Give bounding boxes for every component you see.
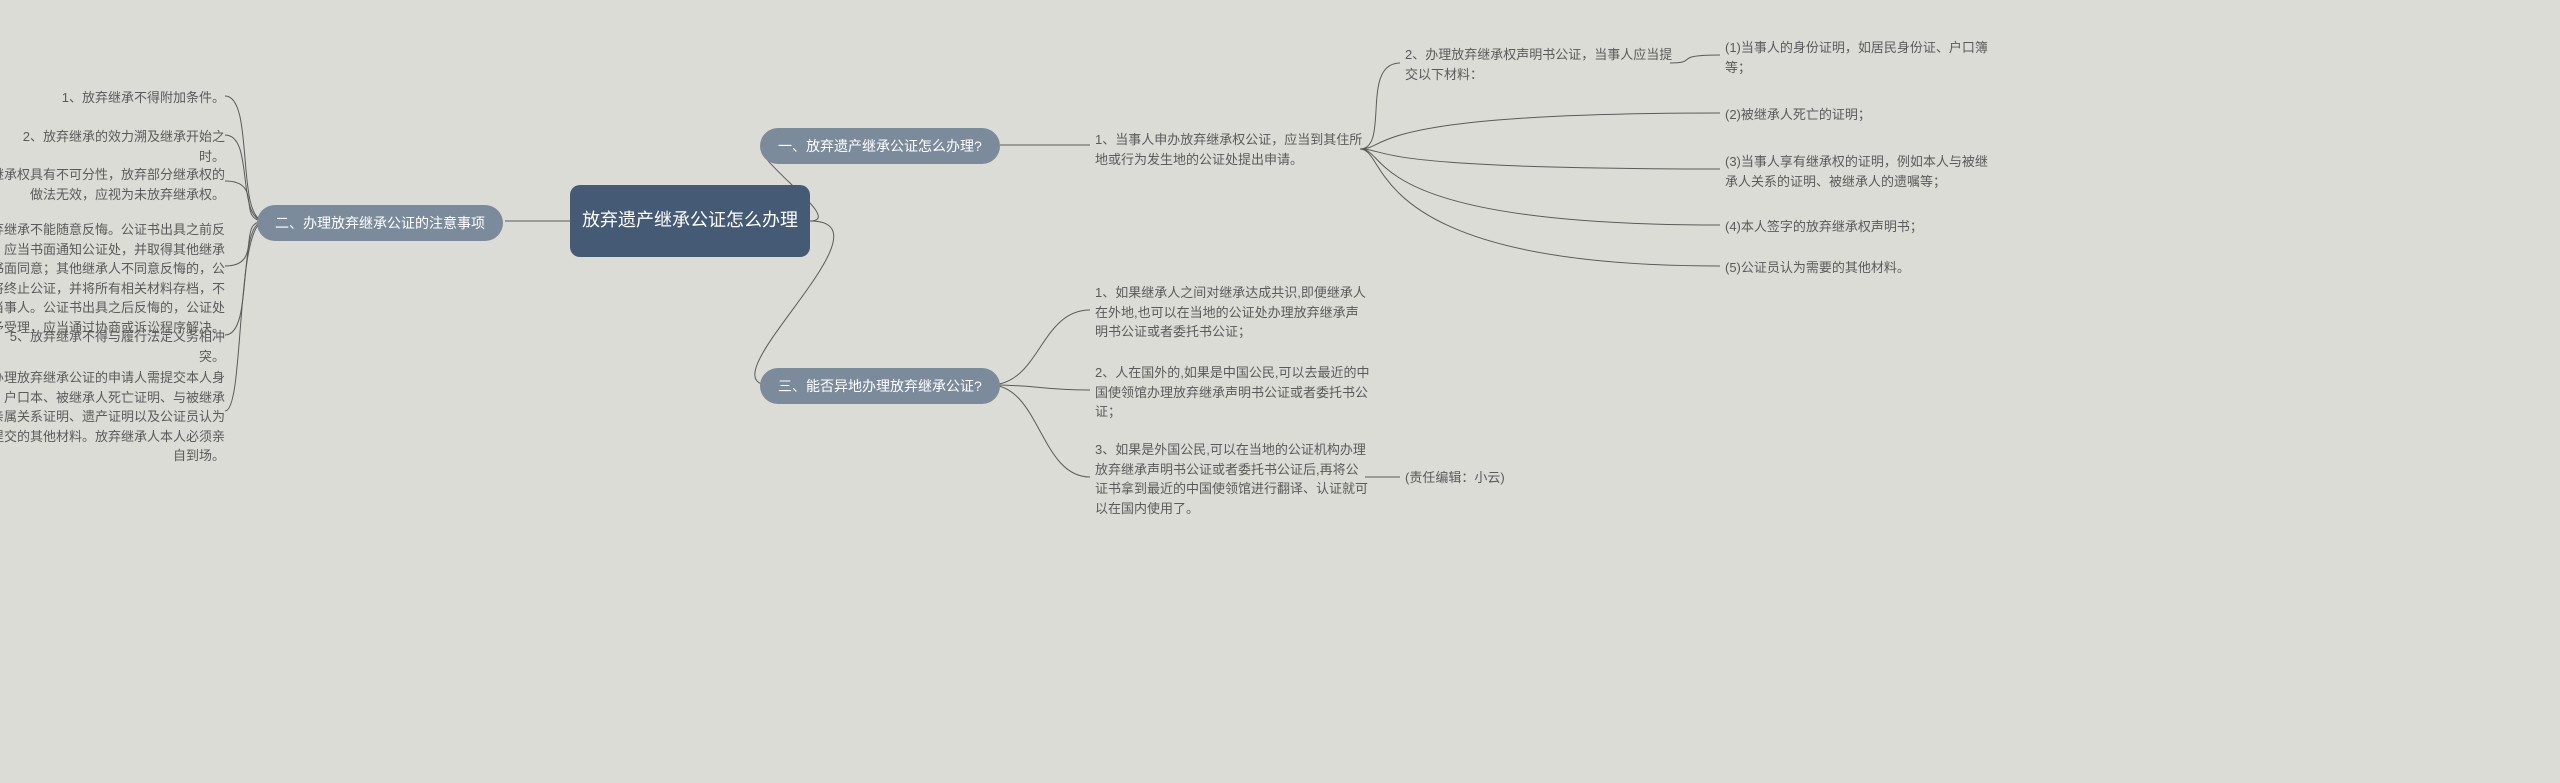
branch-2-label: 二、办理放弃继承公证的注意事项 [275,215,485,231]
leaf-b1-2-1: (1)当事人的身份证明，如居民身份证、户口簿等； [1725,38,1995,77]
leaf-b3-1: 1、如果继承人之间对继承达成共识,即便继承人在外地,也可以在当地的公证处办理放弃… [1095,283,1370,342]
leaf-b2-2: 2、放弃继承的效力溯及继承开始之时。 [18,127,225,166]
branch-1-label: 一、放弃遗产继承公证怎么办理? [778,138,982,154]
leaf-b3-3: 3、如果是外国公民,可以在当地的公证机构办理放弃继承声明书公证或者委托书公证后,… [1095,440,1370,518]
leaf-b1-2-3: (3)当事人享有继承权的证明，例如本人与被继承人关系的证明、被继承人的遗嘱等； [1725,152,1995,191]
leaf-b1-2-4: (4)本人签字的放弃继承权声明书； [1725,217,1995,237]
branch-3[interactable]: 三、能否异地办理放弃继承公证? [760,368,1000,404]
branch-1[interactable]: 一、放弃遗产继承公证怎么办理? [760,128,1000,164]
root-node[interactable]: 放弃遗产继承公证怎么办理 [570,185,810,257]
leaf-b2-4: 4、放弃继承不能随意反悔。公证书出具之前反悔的，应当书面通知公证处，并取得其他继… [0,220,225,337]
branch-3-label: 三、能否异地办理放弃继承公证? [778,378,982,394]
leaf-b2-5: 5、放弃继承不得与履行法定义务相冲突。 [0,327,225,366]
mindmap-canvas: 放弃遗产继承公证怎么办理 一、放弃遗产继承公证怎么办理? 二、办理放弃继承公证的… [0,0,2560,783]
root-label: 放弃遗产继承公证怎么办理 [582,209,798,232]
leaf-b2-6: 6、办理放弃继承公证的申请人需提交本人身份证、户口本、被继承人死亡证明、与被继承… [0,368,225,466]
leaf-b3-2: 2、人在国外的,如果是中国公民,可以去最近的中国使领馆办理放弃继承声明书公证或者… [1095,363,1370,422]
leaf-b3-3-1: (责任编辑：小云) [1405,468,1605,488]
leaf-b1-1: 1、当事人申办放弃继承权公证，应当到其住所地或行为发生地的公证处提出申请。 [1095,130,1365,169]
leaf-b2-3: 3、继承权具有不可分性，放弃部分继承权的做法无效，应视为未放弃继承权。 [0,165,225,204]
leaf-b1-2-2: (2)被继承人死亡的证明； [1725,105,1995,125]
leaf-b2-1: 1、放弃继承不得附加条件。 [60,88,225,108]
leaf-b1-2-5: (5)公证员认为需要的其他材料。 [1725,258,1995,278]
leaf-b1-2: 2、办理放弃继承权声明书公证，当事人应当提交以下材料： [1405,45,1675,84]
branch-2[interactable]: 二、办理放弃继承公证的注意事项 [257,205,503,241]
